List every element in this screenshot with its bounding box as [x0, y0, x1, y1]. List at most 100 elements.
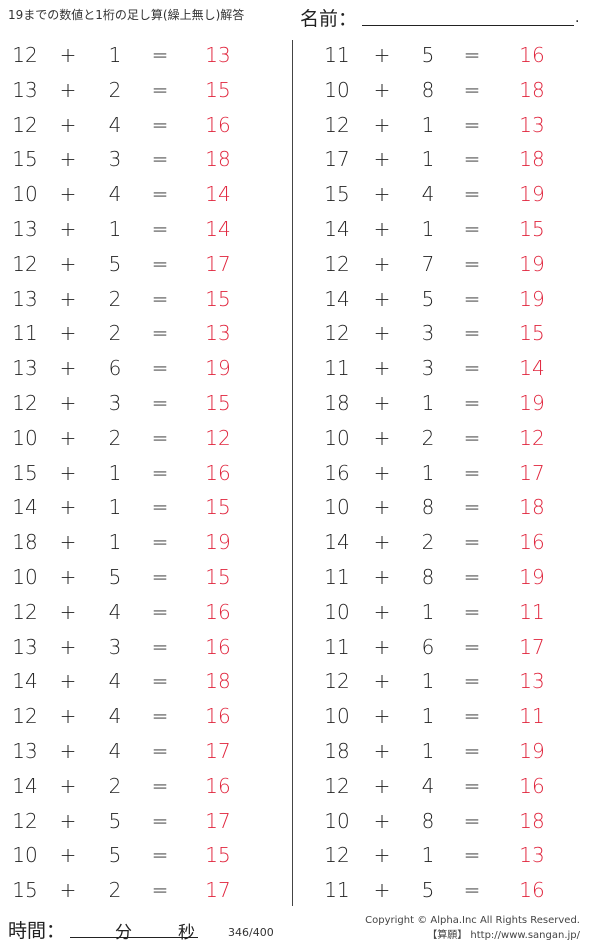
operand-b: 3	[108, 391, 122, 415]
plus-sign: +	[373, 599, 391, 624]
answer: 16	[205, 460, 231, 485]
problem-row: 12 +7 = 19	[0, 252, 600, 286]
operand-b: 3	[421, 321, 435, 346]
copyright-text: Copyright © Alpha.Inc All Rights Reserve…	[365, 915, 580, 926]
operand-a: 14	[12, 495, 38, 520]
operand-a: 12	[324, 669, 350, 694]
plus-sign: +	[59, 217, 77, 241]
column-divider	[292, 40, 293, 906]
equals-sign: =	[463, 321, 481, 346]
answer: 17	[519, 460, 545, 485]
operand-a: 10	[324, 704, 350, 729]
answer: 15	[205, 391, 231, 415]
operand-a: 18	[12, 530, 38, 555]
equals-sign: =	[151, 495, 169, 520]
operand-a: 12	[12, 112, 38, 137]
plus-sign: +	[59, 321, 77, 346]
seconds-label: 秒	[178, 923, 195, 943]
time-label: 時間：	[8, 920, 66, 942]
operand-a: 12	[324, 112, 350, 137]
equals-sign: =	[463, 878, 481, 903]
answer: 13	[205, 321, 231, 346]
operand-a: 17	[324, 147, 350, 172]
problem-row: 12 +3 = 15	[0, 321, 600, 355]
answer: 19	[519, 182, 545, 207]
plus-sign: +	[373, 704, 391, 729]
plus-sign: +	[59, 182, 77, 207]
plus-sign: +	[373, 321, 391, 346]
plus-sign: +	[59, 356, 77, 381]
equals-sign: =	[151, 356, 169, 381]
operand-b: 8	[421, 565, 435, 589]
operand-a: 15	[12, 878, 38, 903]
operand-a: 12	[12, 391, 38, 415]
plus-sign: +	[373, 391, 391, 415]
equals-sign: =	[151, 808, 169, 833]
plus-sign: +	[59, 739, 77, 763]
operand-b: 1	[421, 599, 435, 624]
operand-a: 10	[324, 77, 350, 102]
operand-b: 2	[108, 77, 122, 102]
operand-b: 1	[421, 217, 435, 241]
problem-row: 11 +3 = 14	[0, 356, 600, 390]
problem-row: 18 +1 = 19	[0, 391, 600, 425]
equals-sign: =	[151, 669, 169, 694]
equals-sign: =	[463, 425, 481, 450]
answer: 11	[519, 704, 545, 729]
problem-row: 13 +2 = 15	[0, 287, 600, 321]
equals-sign: =	[151, 112, 169, 137]
answer: 14	[205, 182, 231, 207]
problem-row: 15 +2 = 17	[0, 878, 600, 912]
plus-sign: +	[59, 669, 77, 694]
problem-row: 13 +3 = 16	[0, 635, 600, 669]
operand-b: 2	[108, 425, 122, 450]
equals-sign: =	[463, 460, 481, 485]
operand-a: 11	[12, 321, 38, 346]
operand-a: 10	[12, 425, 38, 450]
plus-sign: +	[373, 182, 391, 207]
problem-row: 16 +1 = 17	[0, 461, 600, 495]
plus-sign: +	[59, 599, 77, 624]
equals-sign: =	[151, 391, 169, 415]
equals-sign: =	[463, 843, 481, 868]
operand-b: 2	[421, 425, 435, 450]
problem-row: 14 +2 = 16	[0, 774, 600, 808]
answer: 18	[519, 808, 545, 833]
problem-row: 13 +2 = 15	[0, 78, 600, 112]
equals-sign: =	[151, 321, 169, 346]
plus-sign: +	[59, 565, 77, 589]
answer: 18	[519, 147, 545, 172]
plus-sign: +	[59, 112, 77, 137]
answer: 16	[205, 773, 231, 798]
equals-sign: =	[151, 878, 169, 903]
answer: 18	[519, 77, 545, 102]
problem-row: 12 +1 = 13	[0, 669, 600, 703]
problem-row: 18 +1 = 19	[0, 739, 600, 773]
operand-a: 10	[324, 599, 350, 624]
operand-a: 13	[12, 77, 38, 102]
operand-a: 12	[12, 43, 38, 67]
operand-a: 14	[324, 530, 350, 555]
operand-a: 12	[12, 251, 38, 276]
answer: 12	[205, 425, 231, 450]
plus-sign: +	[59, 634, 77, 659]
equals-sign: =	[463, 669, 481, 694]
plus-sign: +	[59, 251, 77, 276]
operand-a: 12	[12, 599, 38, 624]
equals-sign: =	[151, 565, 169, 589]
problem-row: 18 +1 = 19	[0, 530, 600, 564]
plus-sign: +	[373, 251, 391, 276]
plus-sign: +	[59, 843, 77, 868]
equals-sign: =	[463, 634, 481, 659]
operand-b: 3	[108, 147, 122, 172]
equals-sign: =	[151, 704, 169, 729]
operand-b: 5	[421, 286, 435, 311]
answer: 13	[205, 43, 231, 67]
problem-row: 10 +5 = 15	[0, 565, 600, 599]
equals-sign: =	[463, 251, 481, 276]
plus-sign: +	[373, 495, 391, 520]
answer: 12	[519, 425, 545, 450]
answer: 11	[519, 599, 545, 624]
plus-sign: +	[373, 808, 391, 833]
